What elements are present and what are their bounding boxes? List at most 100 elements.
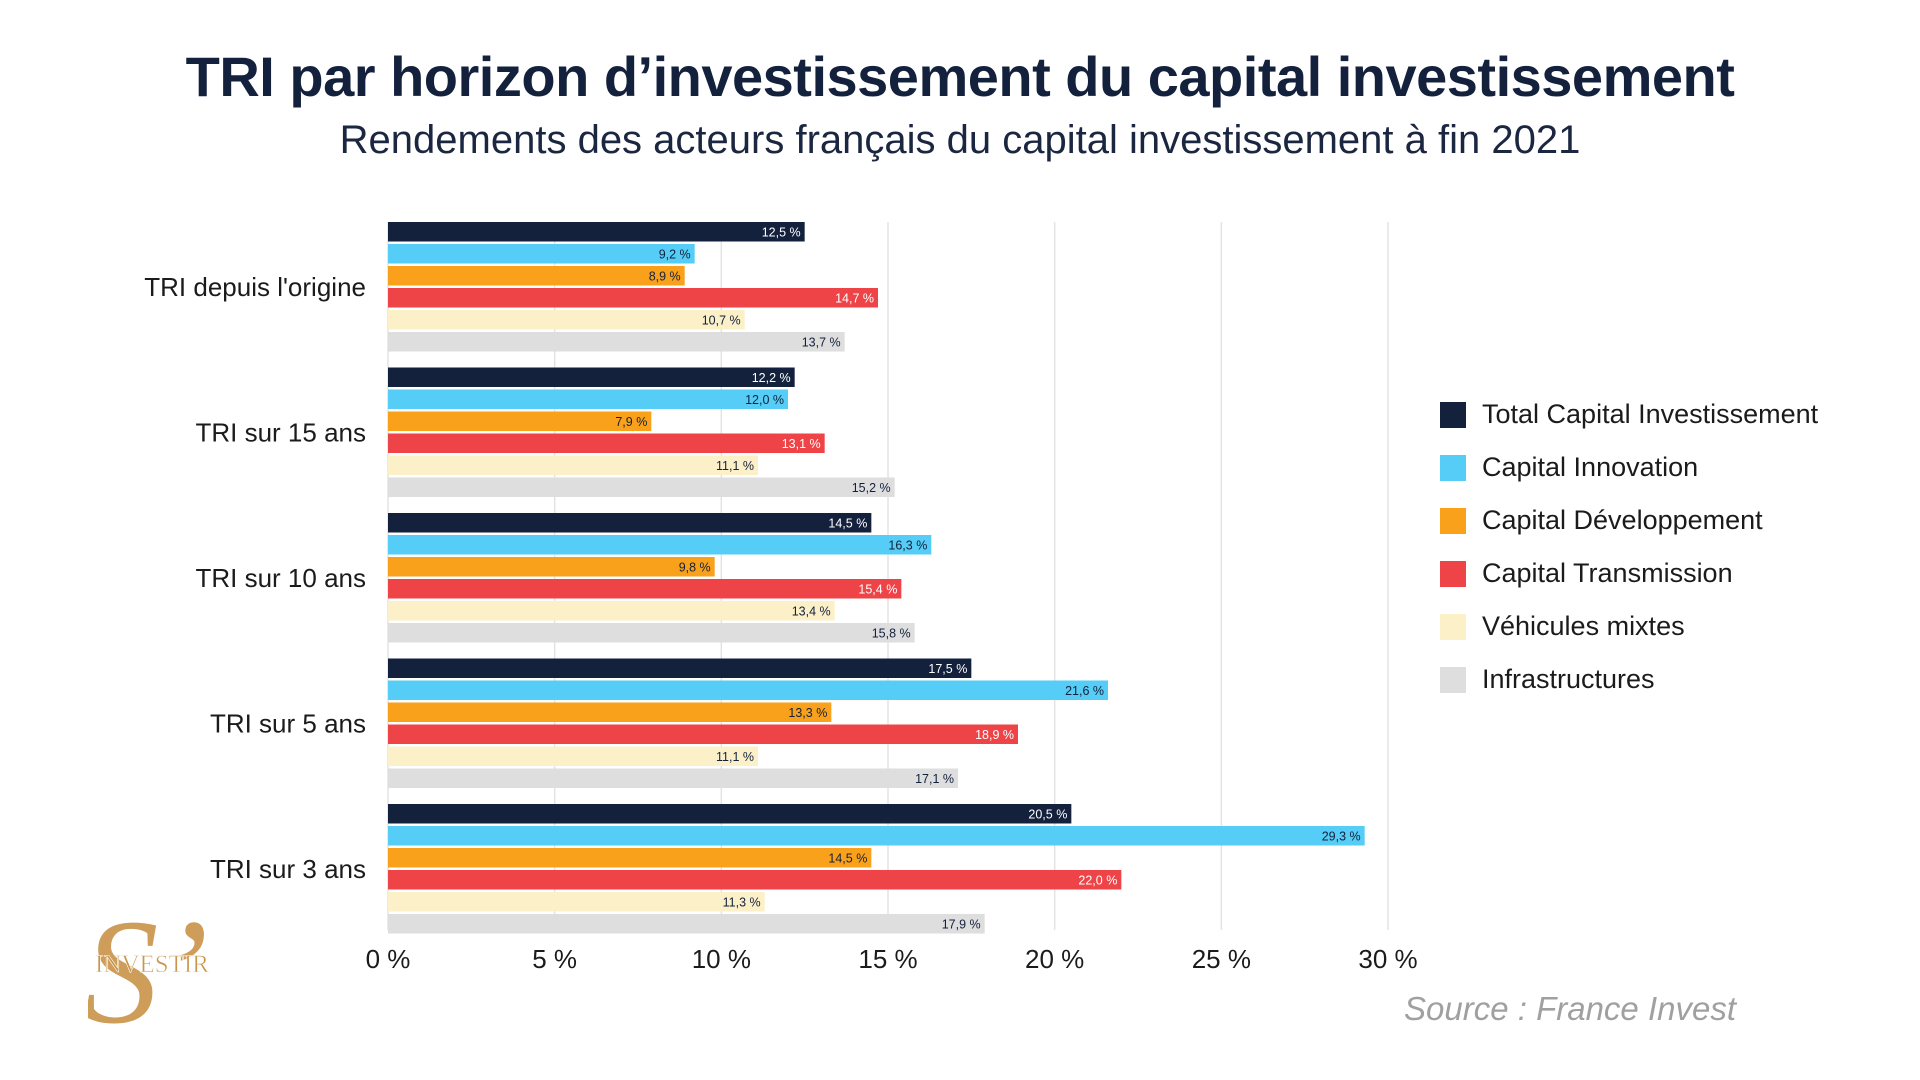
bar [388,892,765,912]
bar-value-label: 9,8 % [679,560,711,574]
source-note: Source : France Invest [1404,990,1736,1027]
bar-value-label: 21,6 % [1065,684,1104,698]
category-label: TRI sur 5 ans [210,708,366,738]
bar [388,724,1018,744]
bar-value-label: 22,0 % [1078,873,1117,887]
legend: Total Capital Investissement Capital Inn… [1440,388,1900,706]
bar-value-label: 8,9 % [649,269,681,283]
x-tick-label: 15 % [858,944,917,974]
x-tick-label: 30 % [1358,944,1417,974]
legend-swatch-transmission [1440,560,1466,587]
legend-label: Capital Innovation [1482,452,1699,482]
investir-logo: S’ INVESTIR [88,900,210,1040]
legend-label: Capital Développement [1482,505,1763,535]
legend-swatch-mixtes [1440,613,1466,640]
bar-value-label: 11,1 % [716,459,754,473]
bar [388,222,805,242]
bar [388,367,795,387]
category-label: TRI sur 15 ans [195,417,366,447]
bar [388,332,845,352]
bar [388,768,958,788]
legend-label: Véhicules mixtes [1482,611,1685,641]
bar-value-label: 13,4 % [792,604,831,618]
bar [388,389,788,409]
bar [388,658,972,678]
bar [388,433,825,453]
bar [388,557,715,577]
category-label: TRI depuis l'origine [144,272,366,302]
chart-subtitle: Rendements des acteurs français du capit… [339,118,1581,162]
bar-value-label: 14,7 % [835,291,874,305]
bar-value-label: 13,1 % [782,437,821,451]
bar [388,848,872,868]
bar [388,535,932,555]
legend-swatch-innovation [1440,454,1466,481]
bar-value-label: 17,9 % [942,917,981,931]
legend-item-transmission: Capital Transmission [1440,547,1900,600]
bar-value-label: 20,5 % [1028,807,1067,821]
x-tick-label: 20 % [1025,944,1084,974]
bar-value-label: 12,2 % [752,371,791,385]
legend-swatch-developpement [1440,507,1466,534]
x-tick-label: 10 % [692,944,751,974]
legend-item-total: Total Capital Investissement [1440,388,1900,441]
category-label: TRI sur 3 ans [210,854,366,884]
legend-item-mixtes: Véhicules mixtes [1440,600,1900,653]
x-tick-label: 25 % [1192,944,1251,974]
bar-value-label: 14,5 % [828,516,867,530]
bar-value-label: 7,9 % [615,415,647,429]
bar [388,288,878,308]
bar-value-label: 29,3 % [1322,829,1361,843]
bar [388,746,758,766]
bar-value-label: 17,5 % [928,662,967,676]
legend-label: Infrastructures [1482,664,1655,694]
logo-letter: S’ [88,900,208,1040]
bar-value-label: 17,1 % [915,772,954,786]
legend-label: Total Capital Investissement [1482,399,1819,429]
bar [388,804,1072,824]
x-tick-label: 5 % [532,944,577,974]
x-tick-label: 0 % [366,944,411,974]
bar [388,623,915,643]
x-axis-ticks: 0 % 5 % 10 % 15 % 20 % 25 % 30 % [366,944,1418,974]
bar-value-label: 13,3 % [788,706,827,720]
legend-swatch-total [1440,401,1466,428]
bar-value-label: 14,5 % [828,851,867,865]
bar [388,870,1122,890]
bar [388,244,695,264]
legend-swatch-infrastructures [1440,666,1466,693]
bar-value-label: 15,4 % [858,582,897,596]
bar [388,579,902,599]
bar-value-label: 10,7 % [702,313,741,327]
legend-item-infrastructures: Infrastructures [1440,653,1900,706]
bar-value-label: 9,2 % [659,247,691,261]
bar-value-label: 16,3 % [888,538,927,552]
bar [388,310,745,330]
bar-value-label: 13,7 % [802,335,841,349]
legend-item-developpement: Capital Développement [1440,494,1900,547]
bar-value-label: 15,8 % [872,626,911,640]
category-labels: TRI depuis l'origine TRI sur 15 ans TRI su… [144,272,366,884]
bar [388,266,685,286]
bar-value-label: 18,9 % [975,728,1014,742]
bar-value-label: 15,2 % [852,481,891,495]
logo-text: INVESTIR [95,951,209,978]
bar-value-label: 12,0 % [745,393,784,407]
bars [388,222,1365,934]
bar-value-label: 12,5 % [762,225,801,239]
bar [388,455,758,475]
bar [388,914,985,934]
bar [388,411,652,431]
category-label: TRI sur 10 ans [195,563,366,593]
bar [388,680,1108,700]
legend-item-innovation: Capital Innovation [1440,441,1900,494]
bar [388,702,832,722]
bar [388,826,1365,846]
chart-title: TRI par horizon d’investissement du capi… [185,45,1735,108]
data-labels: 12,5 % 9,2 % 8,9 % 14,7 % 10,7 % 13,7 % 12,2 %… [615,225,1360,931]
bar [388,601,835,621]
bar-value-label: 11,3 % [723,895,761,909]
legend-label: Capital Transmission [1482,558,1733,588]
bar [388,513,872,533]
